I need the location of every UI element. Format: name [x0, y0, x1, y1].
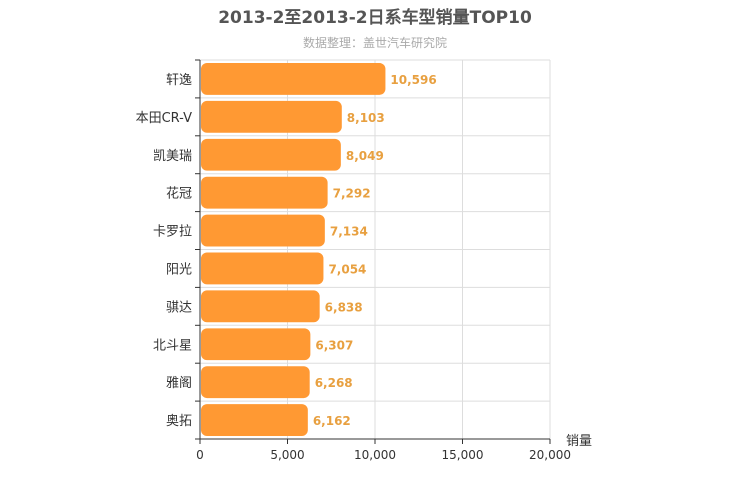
x-tick-label: 15,000 — [442, 448, 484, 462]
category-label: 骐达 — [166, 300, 192, 315]
category-label: 轩逸 — [166, 73, 192, 88]
bar — [201, 366, 310, 399]
category-label: 卡罗拉 — [153, 225, 192, 240]
data-label: 8,049 — [346, 149, 384, 163]
category-label: 北斗星 — [153, 338, 192, 353]
bar — [201, 176, 328, 209]
bar — [201, 63, 386, 95]
bar — [201, 138, 341, 171]
category-label: 阳光 — [166, 262, 192, 277]
data-label: 6,307 — [315, 338, 353, 352]
bars: 10,596 8,103 8,049 7,292 7,134 7,054 6,838 6,30… — [201, 63, 437, 436]
x-tick-label: 5,000 — [270, 448, 304, 462]
category-label: 雅阁 — [166, 376, 192, 391]
category-label: 凯美瑞 — [153, 149, 192, 164]
category-label: 本田CR-V — [136, 111, 193, 126]
bar — [201, 252, 324, 285]
data-label: 6,268 — [315, 376, 353, 390]
bar — [201, 328, 311, 361]
bar — [201, 404, 308, 436]
bar — [201, 290, 320, 323]
data-label: 6,838 — [325, 300, 363, 314]
grid — [199, 59, 551, 440]
x-tick-label: 20,000 — [529, 448, 571, 462]
data-label: 7,134 — [330, 225, 368, 239]
category-label: 奥拓 — [166, 414, 192, 429]
data-label: 6,162 — [313, 414, 351, 428]
data-label: 8,103 — [347, 111, 385, 125]
x-axis-title: 销量 — [566, 434, 592, 449]
x-tick-label: 10,000 — [354, 448, 396, 462]
data-label: 7,054 — [328, 262, 366, 276]
bar — [201, 100, 342, 133]
data-label: 7,292 — [333, 187, 371, 201]
chart-subtitle: 数据整理：盖世汽车研究院 — [303, 35, 447, 50]
chart-title: 2013-2至2013-2日系车型销量TOP10 — [218, 7, 532, 28]
x-tick-label: 0 — [196, 448, 204, 462]
category-label: 花冠 — [166, 186, 192, 202]
bar — [201, 214, 325, 247]
data-label: 10,596 — [390, 73, 436, 87]
